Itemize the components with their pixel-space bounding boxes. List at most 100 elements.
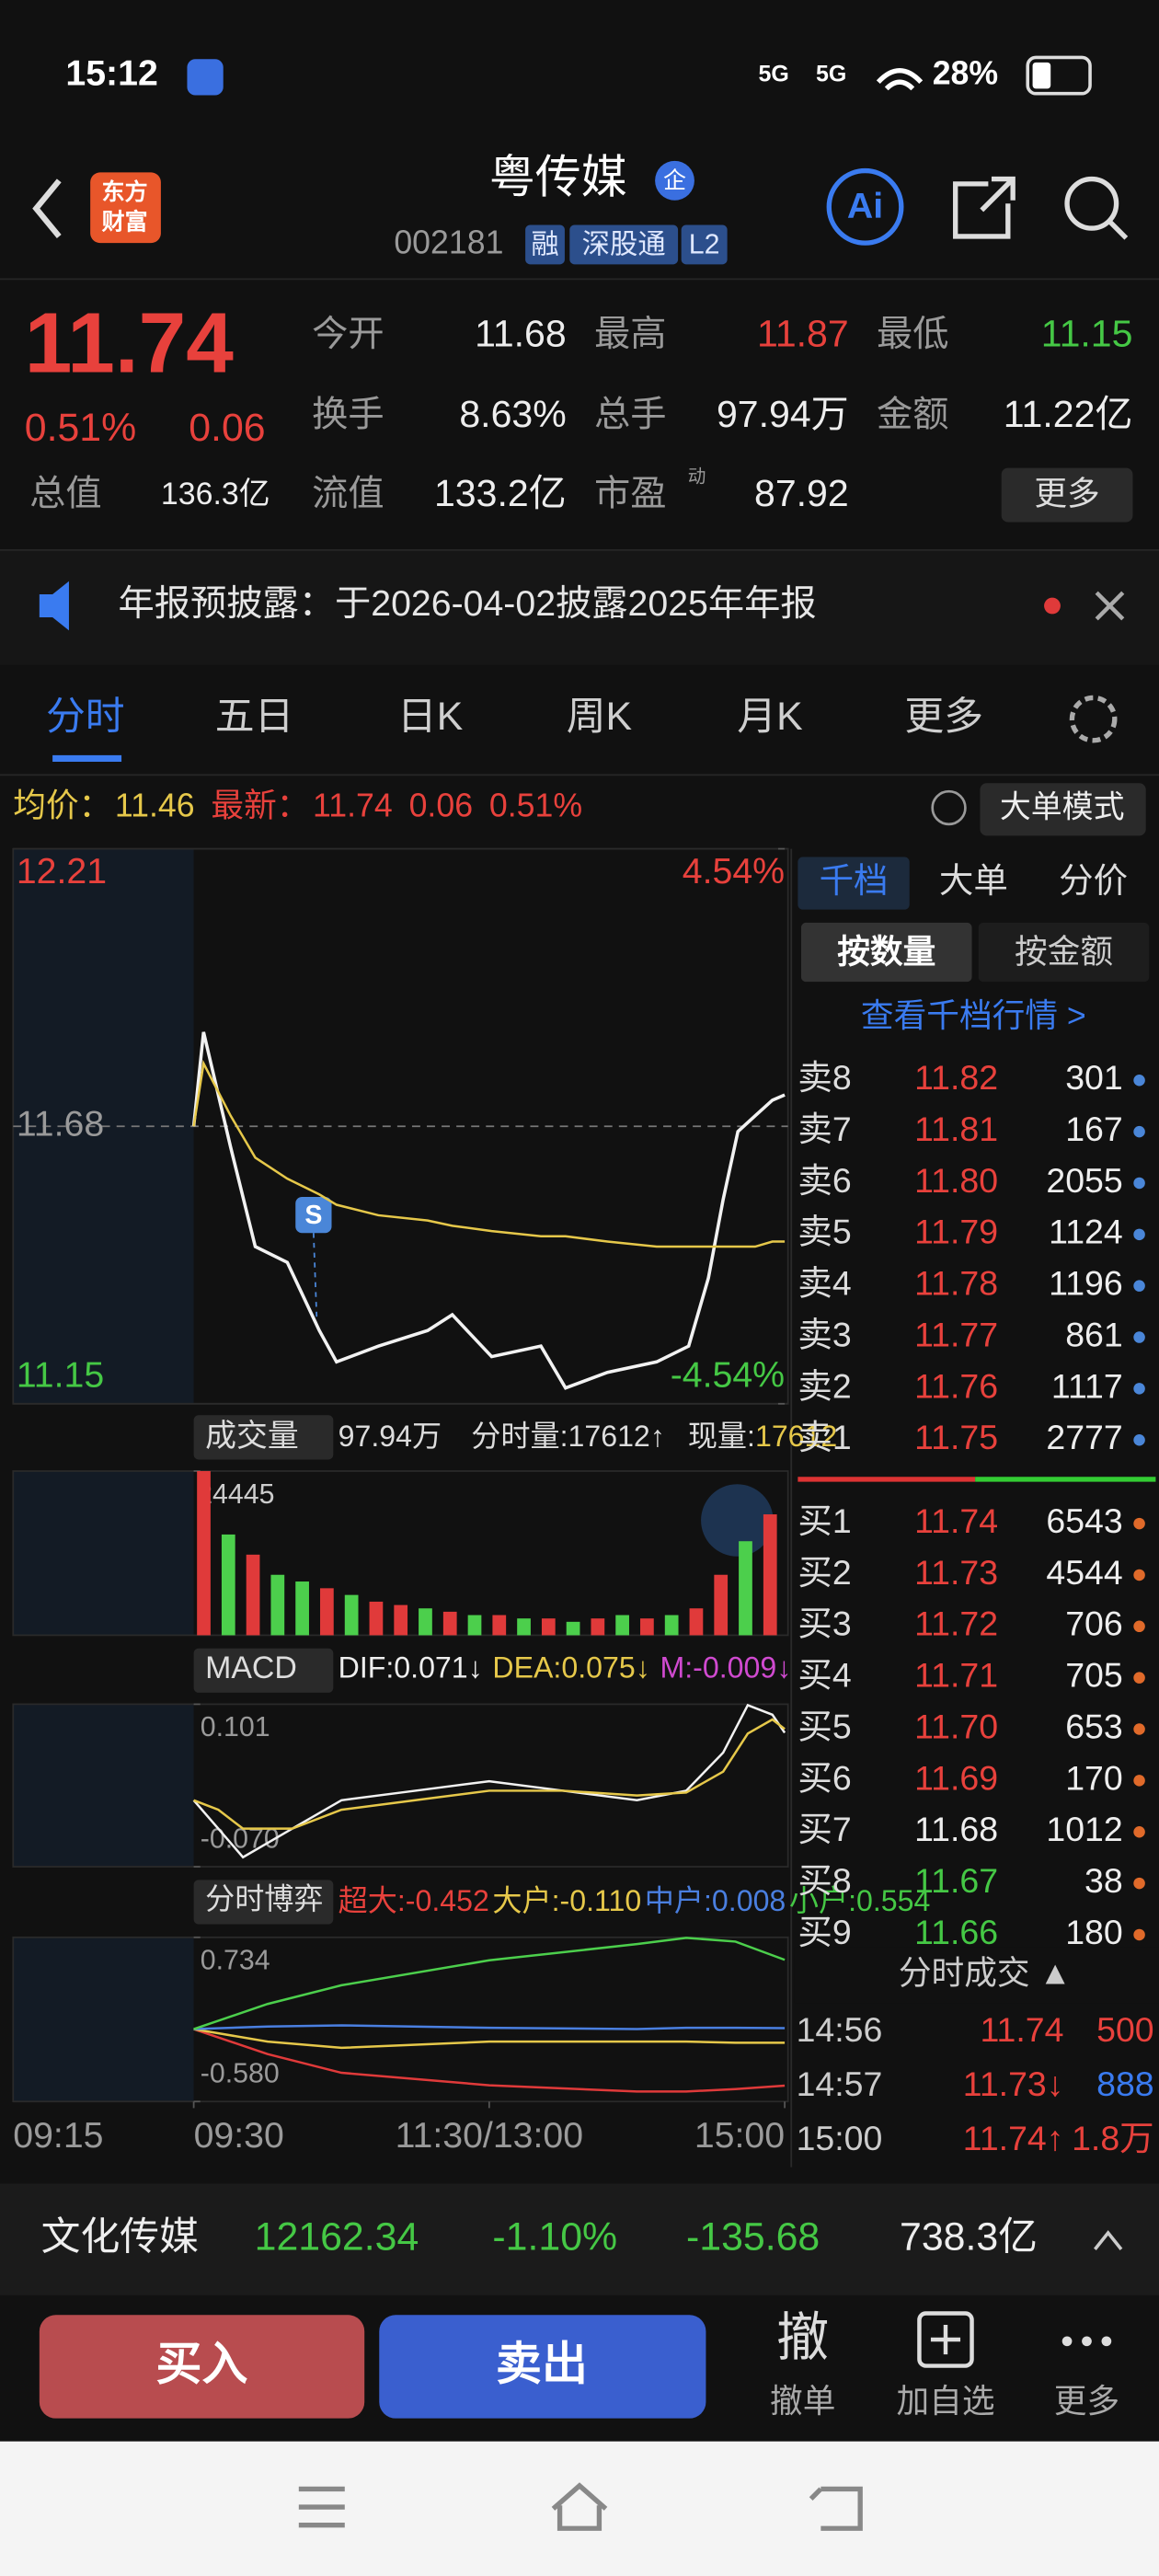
book-dot xyxy=(1133,1125,1145,1138)
panel-tag[interactable]: 分时博弈 xyxy=(205,1882,323,1915)
volume-bar xyxy=(763,1514,777,1636)
book-dot xyxy=(1133,1383,1145,1395)
volume-bar xyxy=(394,1604,408,1636)
ai-icon[interactable] xyxy=(826,167,904,246)
book-price: 11.70 xyxy=(914,1707,998,1745)
book-dot xyxy=(1133,1672,1145,1684)
mode-button[interactable] xyxy=(980,783,1146,836)
trades-title[interactable]: 分时成交 ▲ xyxy=(899,1954,1072,1991)
book-price: 11.80 xyxy=(914,1161,998,1200)
book-volume: 1124 xyxy=(1049,1213,1123,1251)
more-label[interactable]: 更多 xyxy=(1034,475,1099,512)
sell-label[interactable]: 卖出 xyxy=(496,2339,588,2390)
watch-icon[interactable] xyxy=(917,2311,974,2368)
tab[interactable]: 五日 xyxy=(215,695,294,739)
book-price: 11.73 xyxy=(914,1553,998,1592)
mode-label[interactable]: 大单模式 xyxy=(1000,790,1125,825)
nav-icons[interactable] xyxy=(298,2482,863,2531)
tag-bg xyxy=(525,224,565,265)
book-mode[interactable]: 按金额 xyxy=(1015,933,1113,970)
panel-tag[interactable]: 成交量 xyxy=(205,1419,299,1454)
tab[interactable]: 分时 xyxy=(46,695,125,739)
change-pct: 0.51% xyxy=(25,406,136,450)
more-button[interactable] xyxy=(1001,467,1133,523)
action-label[interactable]: 更多 xyxy=(1054,2383,1119,2420)
sector-index: 12162.34 xyxy=(255,2214,419,2259)
tab[interactable]: 更多 xyxy=(904,695,983,739)
y-tick-label: 11.68 xyxy=(17,1104,104,1144)
expand-arrow[interactable] xyxy=(1094,2230,1123,2250)
panel-label: 大户:-0.110 xyxy=(492,1884,641,1917)
volume-bar xyxy=(640,1618,654,1636)
book-dot xyxy=(1133,1228,1145,1241)
search-icon xyxy=(1107,220,1129,240)
signal: 5G xyxy=(759,62,789,87)
battery: 28% xyxy=(933,55,998,92)
expand-icon[interactable] xyxy=(701,1484,774,1557)
book-price: 11.82 xyxy=(914,1058,998,1097)
book-volume: 706 xyxy=(1065,1604,1123,1643)
book-volume: 301 xyxy=(1065,1058,1123,1097)
clock: 15:12 xyxy=(65,52,157,93)
book-label: 卖5 xyxy=(798,1213,851,1251)
panel-label: DEA:0.075↓ xyxy=(492,1650,649,1684)
book-price: 11.68 xyxy=(914,1810,998,1848)
field-label: 金额 xyxy=(877,395,949,435)
tab[interactable]: 月K xyxy=(737,695,803,739)
book-price: 11.79 xyxy=(914,1213,998,1251)
panel-tag[interactable]: MACD xyxy=(205,1650,297,1685)
back-icon[interactable] xyxy=(32,178,62,238)
search-icon[interactable] xyxy=(1064,176,1119,231)
tag: 深股通 xyxy=(582,230,666,260)
book-mask xyxy=(794,1947,1159,2004)
book-dot xyxy=(1133,1517,1145,1530)
book-dot xyxy=(1133,1569,1145,1581)
x-tick-label: 15:00 xyxy=(694,2115,785,2156)
book-volume: 2777 xyxy=(1046,1418,1122,1456)
tab[interactable]: 日K xyxy=(397,695,464,739)
signal: 5G xyxy=(816,62,846,87)
book-volume: 861 xyxy=(1065,1315,1123,1353)
logo-text: 东方 xyxy=(102,178,148,205)
field-label: 市盈 xyxy=(594,473,667,513)
book-mode[interactable]: 按数量 xyxy=(837,933,935,970)
field-value: 87.92 xyxy=(754,472,849,514)
buy-button[interactable] xyxy=(39,2315,365,2419)
action-label[interactable]: 撤单 xyxy=(770,2383,835,2420)
cancel-icon[interactable]: 撤 xyxy=(776,2308,829,2367)
stock-name: 粤传媒 xyxy=(489,152,627,203)
book-label: 买7 xyxy=(798,1810,851,1848)
more-icon[interactable] xyxy=(1061,2336,1112,2347)
info-avg: 11.46 xyxy=(115,787,195,823)
y-tick-label: -0.580 xyxy=(201,2059,280,2089)
signal-label: S xyxy=(304,1201,322,1230)
book-tab[interactable]: 千档 xyxy=(820,861,889,900)
tab[interactable]: 周K xyxy=(567,695,633,739)
field-label: 总手 xyxy=(594,395,667,435)
field-label: 流值 xyxy=(312,473,384,513)
notice-dot xyxy=(1044,597,1061,615)
book-link[interactable]: 查看千档行情 > xyxy=(861,997,1086,1034)
ai-label[interactable]: Ai xyxy=(847,186,883,226)
series-line xyxy=(193,2024,786,2030)
field-label: 换手 xyxy=(312,395,384,435)
close-icon[interactable] xyxy=(1095,591,1125,621)
sector-change: -135.68 xyxy=(686,2214,820,2259)
share-icon[interactable] xyxy=(953,176,1016,239)
field-label: 今开 xyxy=(312,314,384,354)
action-label[interactable]: 加自选 xyxy=(896,2383,994,2420)
help-icon[interactable] xyxy=(931,789,967,826)
settings-icon[interactable] xyxy=(1069,695,1118,743)
book-volume: 1196 xyxy=(1049,1264,1123,1303)
field-value: 133.2亿 xyxy=(434,472,567,514)
book-tab[interactable]: 大单 xyxy=(939,861,1008,900)
sell-button[interactable] xyxy=(379,2315,706,2419)
book-label: 卖4 xyxy=(798,1264,851,1303)
volume-bar xyxy=(344,1594,359,1636)
book-tab[interactable]: 分价 xyxy=(1059,861,1128,900)
tag-bg xyxy=(681,224,728,265)
buy-label[interactable]: 买入 xyxy=(156,2339,248,2390)
sector-name: 文化传媒 xyxy=(41,2214,199,2259)
panel-label: DIF:0.071↓ xyxy=(339,1650,483,1684)
